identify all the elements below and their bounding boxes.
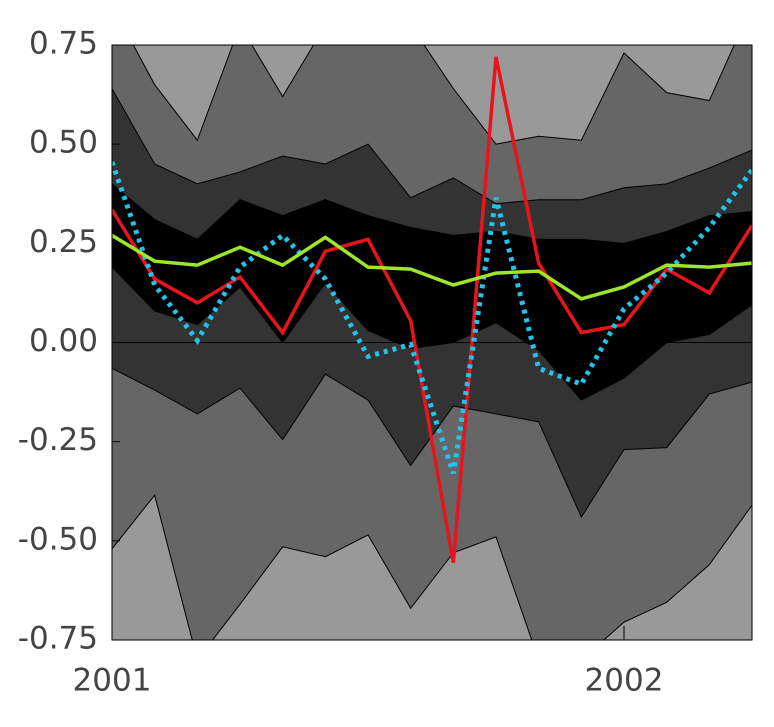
y-tick-label: 0.50 <box>29 125 98 161</box>
band-boundary <box>112 183 752 244</box>
fan-band <box>112 88 752 244</box>
fan-band <box>112 45 752 204</box>
fan-band <box>112 267 752 518</box>
y-tick-label: -0.50 <box>18 521 98 557</box>
band-boundary <box>112 494 752 640</box>
band-boundary <box>132 45 735 145</box>
fan-band <box>112 368 752 640</box>
y-tick-label: 0.75 <box>29 26 98 62</box>
x-tick-label: 2002 <box>585 663 664 699</box>
y-tick-label: -0.25 <box>18 422 98 458</box>
series-line <box>112 56 752 563</box>
y-tick-label: 0.25 <box>29 224 98 260</box>
band-boundary <box>112 88 752 205</box>
fan-band <box>112 183 752 401</box>
x-tick-label: 2001 <box>73 663 152 699</box>
y-tick-label: 0.00 <box>29 323 98 359</box>
y-tick-label: -0.75 <box>18 621 98 657</box>
series-line <box>112 233 752 301</box>
plot-area <box>112 45 752 640</box>
band-boundary <box>112 266 752 401</box>
